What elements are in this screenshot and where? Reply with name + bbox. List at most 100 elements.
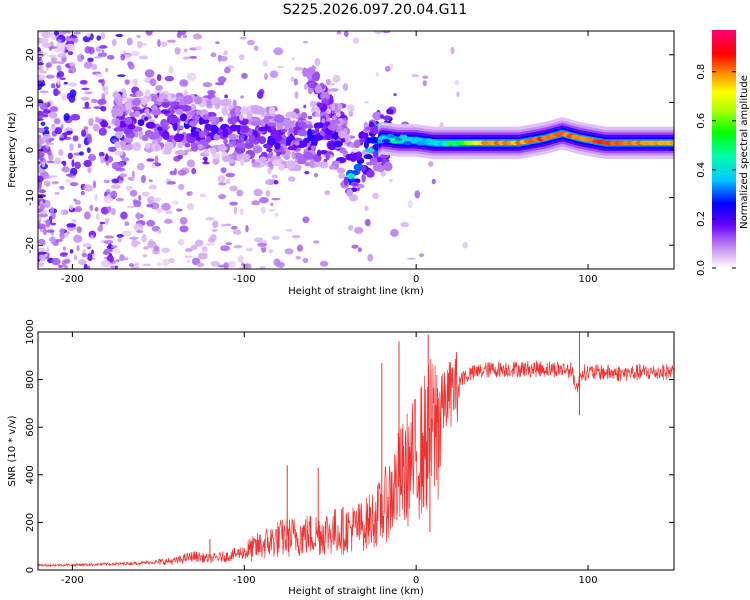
heatmap-speckle — [115, 259, 120, 263]
heatmap-ridge-cell — [325, 151, 330, 161]
heatmap-speckle — [253, 45, 259, 51]
heatmap-speckle — [47, 54, 58, 58]
heatmap-speckle — [241, 72, 248, 79]
heatmap-speckle — [59, 137, 64, 141]
heatmap-ridge-cell — [145, 121, 156, 129]
heatmap-speckle — [220, 245, 231, 252]
heatmap-band-core — [381, 138, 391, 144]
heatmap-speckle — [87, 167, 91, 174]
heatmap-speckle — [126, 205, 136, 209]
heatmap-speckle — [96, 35, 102, 41]
heatmap-ridge-cell — [122, 92, 128, 99]
heatmap-hotspot — [346, 173, 355, 180]
heatmap-speckle — [51, 257, 61, 266]
heatmap-speckle — [73, 37, 79, 44]
heatmap-speckle — [166, 181, 177, 185]
heatmap-speckle — [136, 40, 143, 49]
heatmap-speckle — [64, 264, 68, 269]
heatmap-speckle — [38, 65, 44, 73]
heatmap-speckle — [59, 232, 65, 240]
heatmap-speckle — [240, 95, 245, 99]
heatmap-speckle — [422, 80, 427, 87]
heatmap-speckle — [40, 210, 48, 215]
heatmap-speckle — [99, 221, 106, 225]
heatmap-speckle — [162, 258, 170, 267]
heatmap-ridge-cell — [297, 129, 308, 137]
heatmap-speckle — [105, 219, 109, 226]
heatmap-speckle — [111, 178, 120, 184]
heatmap-speckle — [66, 92, 72, 100]
heatmap-speckle — [259, 196, 269, 204]
colorbar: 0.0 0.2 0.4 0.6 0.8 Normalized spectral ampl… — [696, 30, 750, 276]
heatmap-ridge-cell — [363, 140, 369, 149]
heatmap-speckle — [287, 176, 296, 182]
heatmap-speckle — [99, 45, 108, 49]
heatmap-speckle — [164, 75, 175, 82]
heatmap-speckle — [182, 34, 187, 39]
heatmap-plume — [331, 103, 336, 112]
heatmap-speckle — [314, 57, 321, 67]
heatmap-speckle — [110, 190, 118, 199]
heatmap-speckle — [41, 161, 46, 168]
heatmap-ridge-cell — [252, 145, 263, 154]
y-tick-label: 400 — [25, 465, 36, 484]
heatmap-ridge-cell — [270, 129, 280, 139]
heatmap-speckle — [155, 84, 163, 91]
heatmap-speckle — [205, 243, 216, 246]
heatmap-speckle — [61, 166, 70, 173]
heatmap-speckle — [265, 190, 271, 197]
heatmap-speckle — [384, 65, 391, 72]
heatmap-speckle — [343, 31, 349, 37]
heatmap-speckle — [45, 74, 55, 79]
heatmap-speckle — [290, 76, 295, 82]
heatmap-speckle — [223, 50, 228, 56]
heatmap-ridge-cell — [312, 136, 321, 142]
heatmap-speckle — [39, 90, 49, 94]
heatmap-speckle — [264, 72, 268, 81]
heatmap-speckle — [118, 161, 125, 168]
spectrogram-heatmap — [38, 31, 674, 269]
heatmap-speckle — [148, 179, 153, 183]
heatmap-band-core — [399, 134, 408, 140]
heatmap-speckle — [142, 253, 148, 258]
heatmap-speckle — [302, 40, 309, 44]
heatmap-speckle — [38, 189, 47, 194]
heatmap-ridge-cell — [288, 127, 294, 134]
heatmap-ridge-cell — [111, 108, 122, 117]
heatmap-ridge-cell — [140, 96, 148, 106]
heatmap-ridge-cell — [368, 136, 379, 144]
heatmap-speckle — [319, 260, 329, 267]
heatmap-speckle — [380, 170, 386, 177]
heatmap-speckle — [128, 236, 139, 240]
heatmap-speckle — [225, 242, 233, 246]
heatmap-speckle — [121, 157, 130, 162]
heatmap-speckle — [47, 101, 51, 108]
heatmap-ridge-cell — [238, 134, 246, 139]
heatmap-ridge-cell — [223, 138, 228, 145]
heatmap-ridge-cell — [200, 118, 210, 125]
snr-x-ticks: -200 -100 0 100 — [61, 332, 598, 586]
heatmap-speckle — [302, 216, 310, 224]
heatmap-ridge-cell — [132, 141, 142, 151]
heatmap-speckle — [86, 33, 91, 38]
heatmap-speckle — [116, 233, 124, 238]
heatmap-speckle — [186, 202, 195, 211]
heatmap-speckle — [68, 66, 77, 74]
heatmap-speckle — [195, 45, 202, 51]
heatmap-speckle — [353, 37, 360, 44]
heatmap-speckle — [90, 98, 98, 104]
heatmap-speckle — [84, 91, 93, 95]
heatmap-ridge-cell — [358, 130, 369, 141]
heatmap-speckle — [38, 37, 49, 44]
heatmap-speckle — [186, 72, 197, 81]
heatmap-ridge-cell — [122, 144, 132, 150]
heatmap-ridge-cell — [204, 123, 212, 130]
heatmap-speckle — [372, 192, 379, 200]
heatmap-speckle — [110, 207, 116, 216]
heatmap-speckle — [69, 249, 74, 254]
heatmap-ridge-cell — [243, 142, 254, 149]
heatmap-ridge-cell — [263, 116, 269, 124]
heatmap-speckle — [431, 178, 436, 185]
heatmap-ridge-cell — [271, 159, 282, 167]
heatmap-speckle — [149, 119, 156, 123]
